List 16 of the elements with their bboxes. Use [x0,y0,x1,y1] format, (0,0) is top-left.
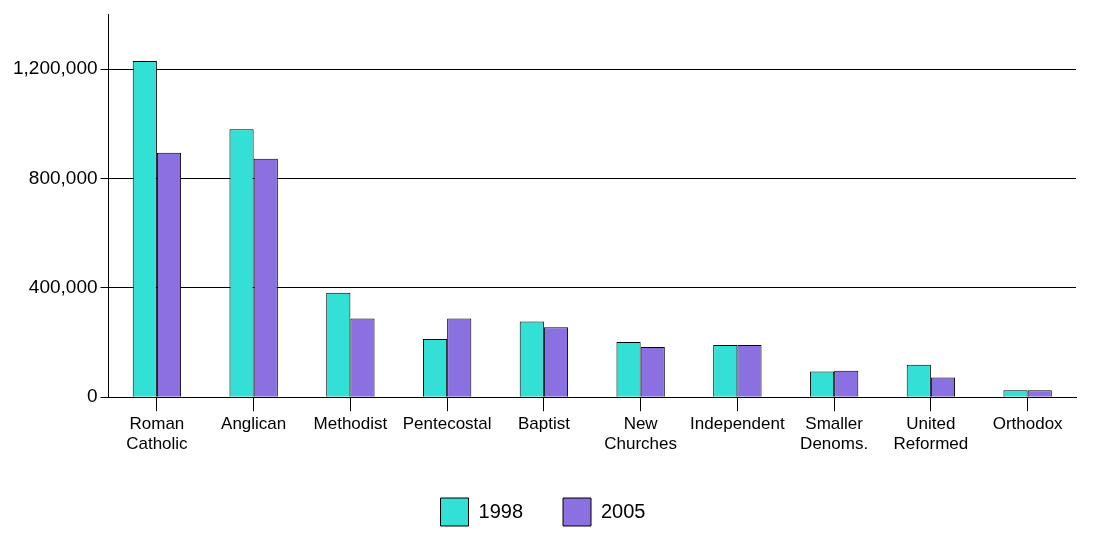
legend-label: 2005 [601,499,646,522]
x-tick-label: Baptist [517,414,571,434]
x-tick-label: Smaller Denoms. [800,414,869,454]
x-tick-label: Roman Catholic [126,414,189,454]
y-tick-label: 0 [86,385,98,407]
x-tick-label: Pentecostal [402,414,492,434]
x-tick-label: Methodist [313,414,388,434]
y-tick-label: 400,000 [28,276,98,298]
x-tick-label: Independent [690,414,785,434]
legend-label: 1998 [478,499,524,522]
x-tick-label: Orthodox [992,414,1064,434]
x-tick-label: United Reformed [893,414,969,454]
y-tick-label: 800,000 [28,166,98,188]
x-tick-label: Anglican [221,414,287,434]
y-tick-label: 1,200,000 [12,57,98,79]
x-tick-label: New Churches [604,414,678,454]
